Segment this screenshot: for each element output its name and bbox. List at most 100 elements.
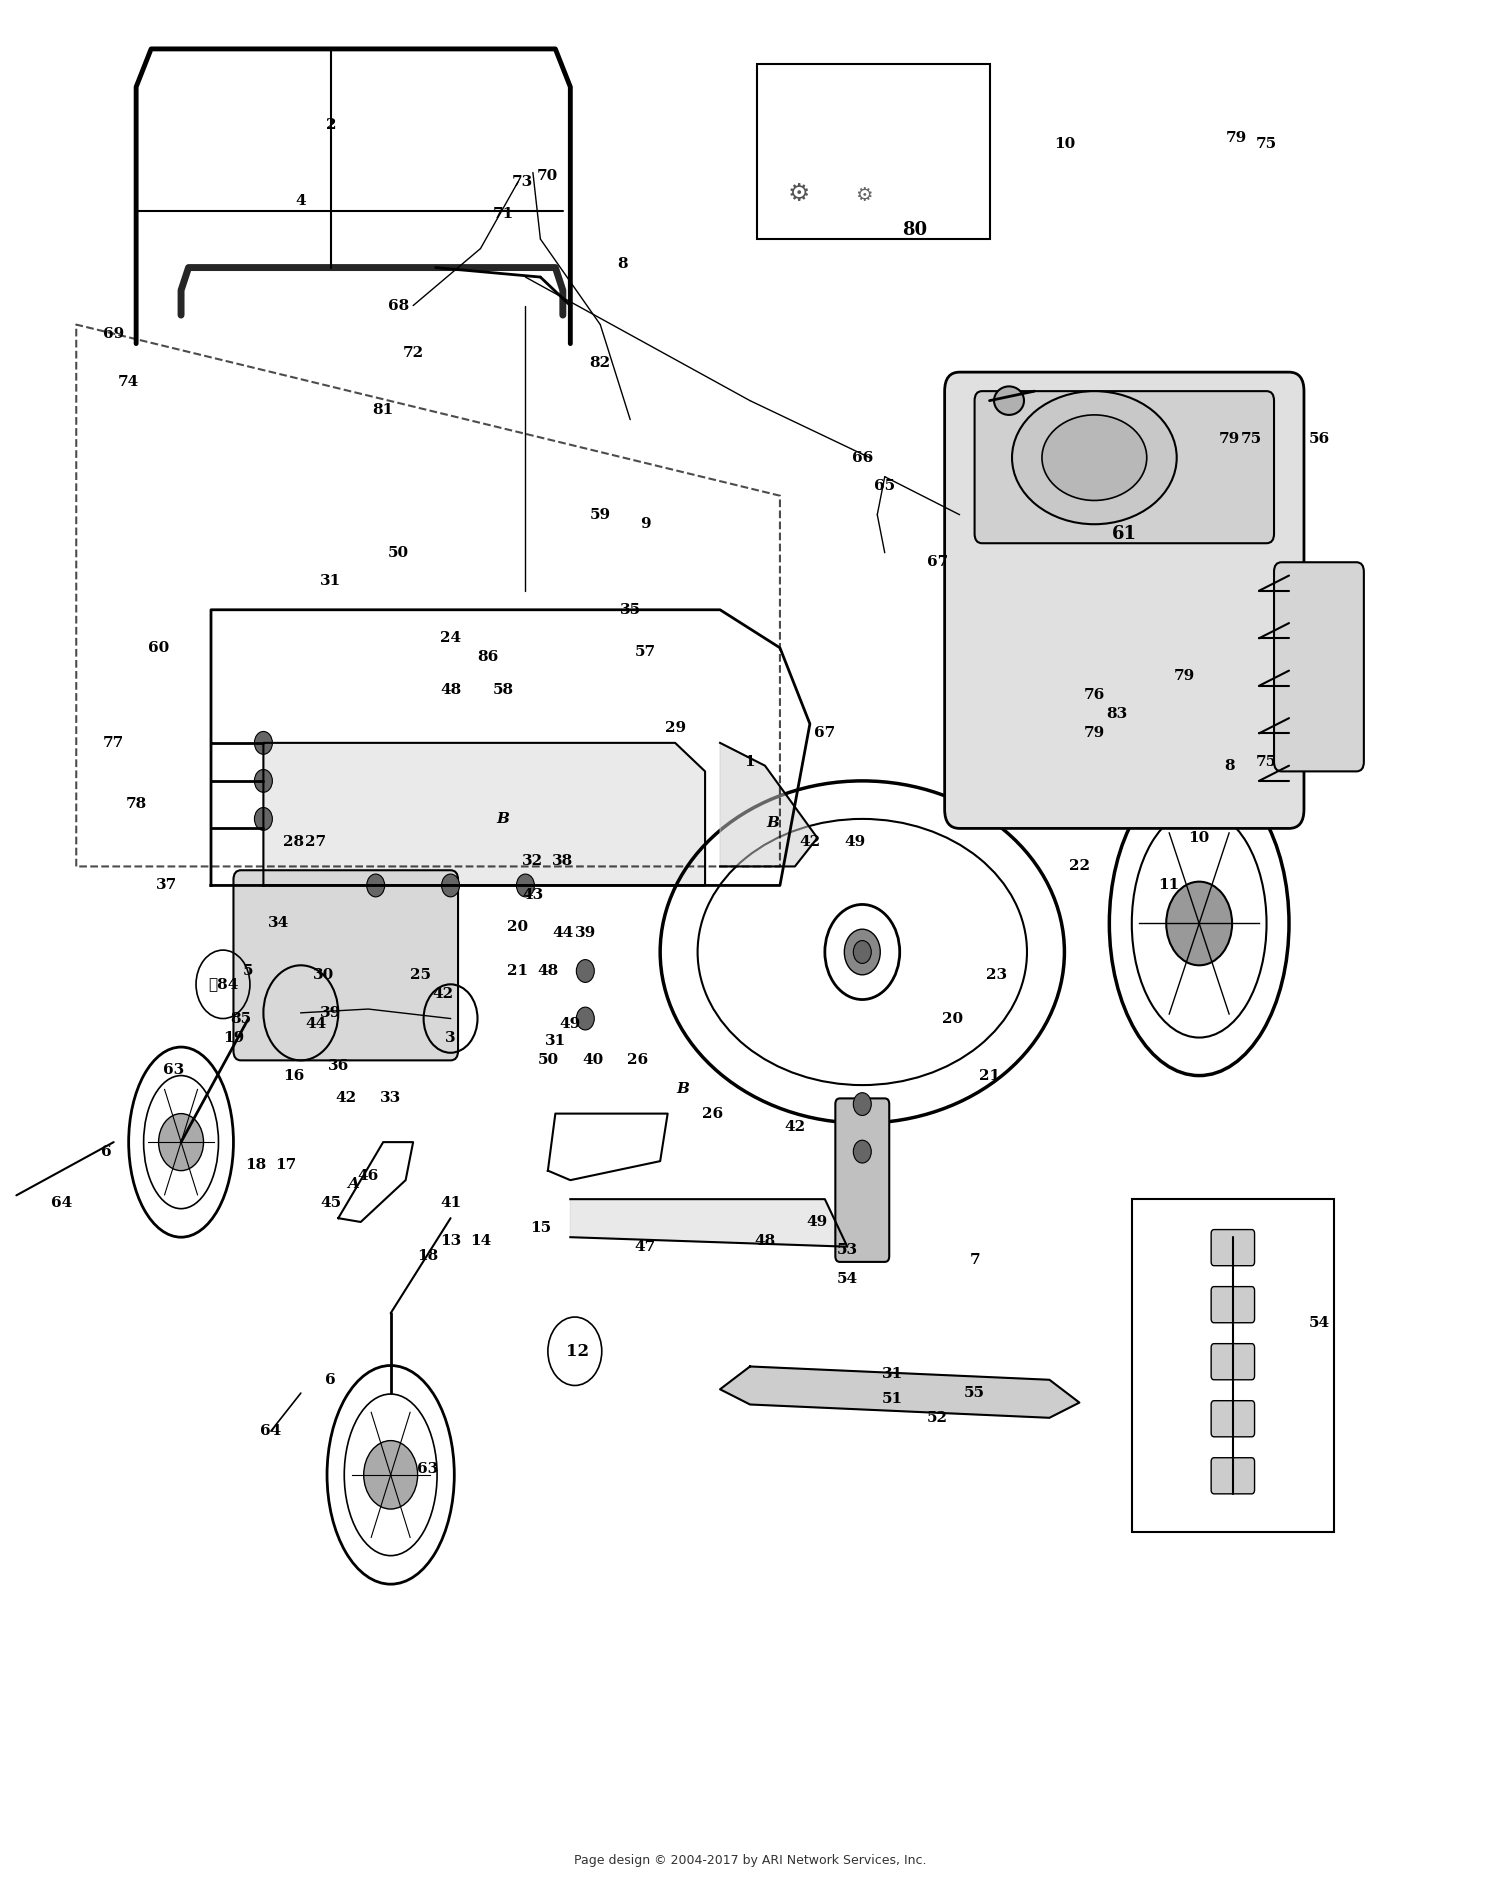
Text: 18: 18 (246, 1158, 267, 1173)
Circle shape (363, 1441, 417, 1510)
Polygon shape (570, 1200, 847, 1247)
Circle shape (159, 1114, 204, 1171)
Text: 53: 53 (837, 1243, 858, 1257)
Text: 63: 63 (417, 1462, 438, 1476)
Text: 47: 47 (634, 1240, 656, 1253)
FancyBboxPatch shape (975, 390, 1274, 543)
Text: 56: 56 (1308, 432, 1329, 446)
Text: B: B (766, 815, 778, 830)
Text: 6: 6 (326, 1373, 336, 1386)
Text: 20: 20 (942, 1011, 963, 1026)
Text: 50: 50 (387, 546, 408, 560)
Text: 12: 12 (567, 1342, 590, 1359)
Text: 55: 55 (964, 1386, 986, 1399)
Text: 79: 79 (1173, 670, 1196, 684)
Text: 84: 84 (209, 977, 238, 992)
Text: 31: 31 (320, 575, 342, 588)
Text: 65: 65 (874, 480, 896, 493)
Text: 41: 41 (440, 1196, 460, 1209)
Circle shape (844, 929, 880, 975)
Polygon shape (720, 1367, 1080, 1418)
Text: 20: 20 (507, 920, 528, 935)
Text: 28: 28 (284, 834, 304, 849)
Text: 57: 57 (634, 645, 656, 659)
Circle shape (576, 1007, 594, 1030)
Text: 63: 63 (164, 1062, 184, 1078)
Ellipse shape (1042, 415, 1148, 501)
FancyBboxPatch shape (1210, 1230, 1254, 1266)
Text: 15: 15 (530, 1220, 550, 1234)
Text: 36: 36 (327, 1059, 350, 1074)
Text: 83: 83 (1106, 708, 1128, 722)
Text: 43: 43 (522, 887, 543, 902)
Text: 21: 21 (507, 963, 528, 979)
FancyBboxPatch shape (945, 371, 1304, 828)
Circle shape (853, 941, 871, 963)
Text: 3: 3 (446, 1030, 456, 1045)
Text: 7: 7 (969, 1253, 980, 1266)
Text: 39: 39 (574, 925, 596, 941)
Text: 40: 40 (582, 1053, 603, 1068)
Text: 39: 39 (320, 1005, 342, 1021)
Text: 64: 64 (261, 1424, 282, 1438)
Text: 48: 48 (537, 963, 558, 979)
Text: 31: 31 (882, 1367, 903, 1380)
Text: 75: 75 (1256, 754, 1276, 769)
Text: 61: 61 (1112, 526, 1137, 543)
Text: 31: 31 (544, 1034, 566, 1049)
Text: 49: 49 (560, 1017, 580, 1032)
Polygon shape (264, 743, 705, 885)
Text: 42: 42 (432, 986, 453, 1002)
Text: 81: 81 (372, 404, 394, 417)
Text: 42: 42 (334, 1091, 357, 1106)
Text: Page design © 2004-2017 by ARI Network Services, Inc.: Page design © 2004-2017 by ARI Network S… (573, 1854, 926, 1868)
Text: 30: 30 (312, 967, 334, 982)
Ellipse shape (994, 387, 1024, 415)
Text: 2: 2 (326, 118, 336, 131)
Text: 25: 25 (410, 967, 430, 982)
Text: ⚙: ⚙ (788, 183, 810, 206)
Text: 11: 11 (1158, 878, 1180, 893)
Text: 16: 16 (282, 1068, 304, 1083)
Text: 35: 35 (620, 604, 640, 617)
Text: 26: 26 (702, 1106, 723, 1121)
Polygon shape (720, 743, 818, 866)
Text: 34: 34 (267, 916, 290, 931)
Text: 74: 74 (118, 375, 140, 388)
Text: 9: 9 (640, 518, 651, 531)
Text: 82: 82 (590, 356, 610, 369)
Text: 51: 51 (882, 1392, 903, 1405)
Text: 44: 44 (304, 1017, 327, 1032)
Text: 50: 50 (537, 1053, 558, 1068)
Text: 26: 26 (627, 1053, 648, 1068)
Text: 67: 67 (815, 725, 836, 741)
Text: 1: 1 (744, 754, 756, 769)
Text: 10: 10 (1188, 830, 1210, 845)
Text: 67: 67 (927, 556, 948, 569)
Text: B: B (676, 1081, 688, 1097)
Text: 48: 48 (754, 1234, 776, 1247)
FancyBboxPatch shape (1210, 1401, 1254, 1438)
Text: 79: 79 (1083, 725, 1106, 741)
Circle shape (366, 874, 384, 897)
Text: 29: 29 (664, 720, 686, 735)
Circle shape (255, 769, 273, 792)
Text: 75: 75 (1256, 137, 1276, 150)
FancyBboxPatch shape (1274, 562, 1364, 771)
Text: 80: 80 (902, 221, 927, 238)
Text: 27: 27 (304, 834, 327, 849)
Text: 4: 4 (296, 194, 306, 208)
Text: 72: 72 (402, 347, 423, 360)
FancyBboxPatch shape (836, 1099, 890, 1262)
Text: 10: 10 (1054, 137, 1076, 150)
Text: 18: 18 (417, 1249, 438, 1262)
Text: 49: 49 (844, 834, 865, 849)
Text: 21: 21 (980, 1068, 1000, 1083)
Text: 22: 22 (1070, 859, 1090, 874)
Text: A: A (348, 1177, 358, 1190)
Text: 70: 70 (537, 169, 558, 183)
Text: 73: 73 (512, 175, 532, 188)
FancyBboxPatch shape (1210, 1458, 1254, 1495)
Text: 37: 37 (156, 878, 177, 893)
Text: 52: 52 (927, 1411, 948, 1424)
